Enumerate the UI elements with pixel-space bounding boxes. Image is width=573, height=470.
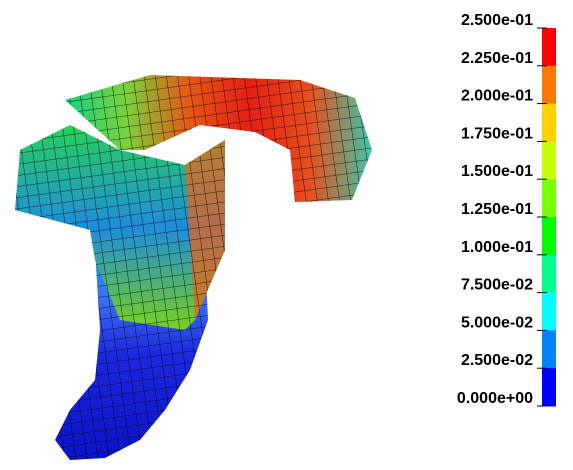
colorbar-label: 2.500e-01 [461, 12, 533, 29]
colorbar-label: 5.000e-02 [461, 314, 533, 331]
colorbar: 2.500e-01 2.250e-01 2.000e-01 1.750e-01 1.50… [457, 12, 556, 407]
model [15, 75, 372, 460]
body: {"colorbar": { "labels": ["2.500e-01", "… [0, 0, 573, 470]
colorbar-label: 1.250e-01 [461, 201, 533, 218]
color-band [542, 293, 556, 331]
color-band [542, 141, 556, 179]
colorbar-label: 1.750e-01 [461, 125, 533, 142]
colorbar-label: 7.500e-02 [461, 277, 533, 294]
colorbar-label: 2.250e-01 [461, 50, 533, 67]
color-band [542, 330, 556, 368]
color-band [542, 66, 556, 104]
colorbar-label: 2.500e-02 [461, 352, 533, 369]
colorbar-label: 1.000e-01 [461, 239, 533, 256]
color-band [542, 104, 556, 142]
viewport: 2.500e-01 2.250e-01 2.000e-01 1.750e-01 1.50… [0, 0, 573, 470]
color-band [542, 255, 556, 293]
color-band [542, 368, 556, 406]
colorbar-label: 1.500e-01 [461, 163, 533, 180]
colorbar-label: 2.000e-01 [461, 88, 533, 105]
block [15, 125, 225, 330]
color-band [542, 217, 556, 255]
page: Contour plot html, body { margin: 0; pad… [0, 0, 573, 470]
colorbar-label: 0.000e+00 [457, 390, 533, 407]
color-band [542, 28, 556, 66]
color-band [542, 179, 556, 217]
